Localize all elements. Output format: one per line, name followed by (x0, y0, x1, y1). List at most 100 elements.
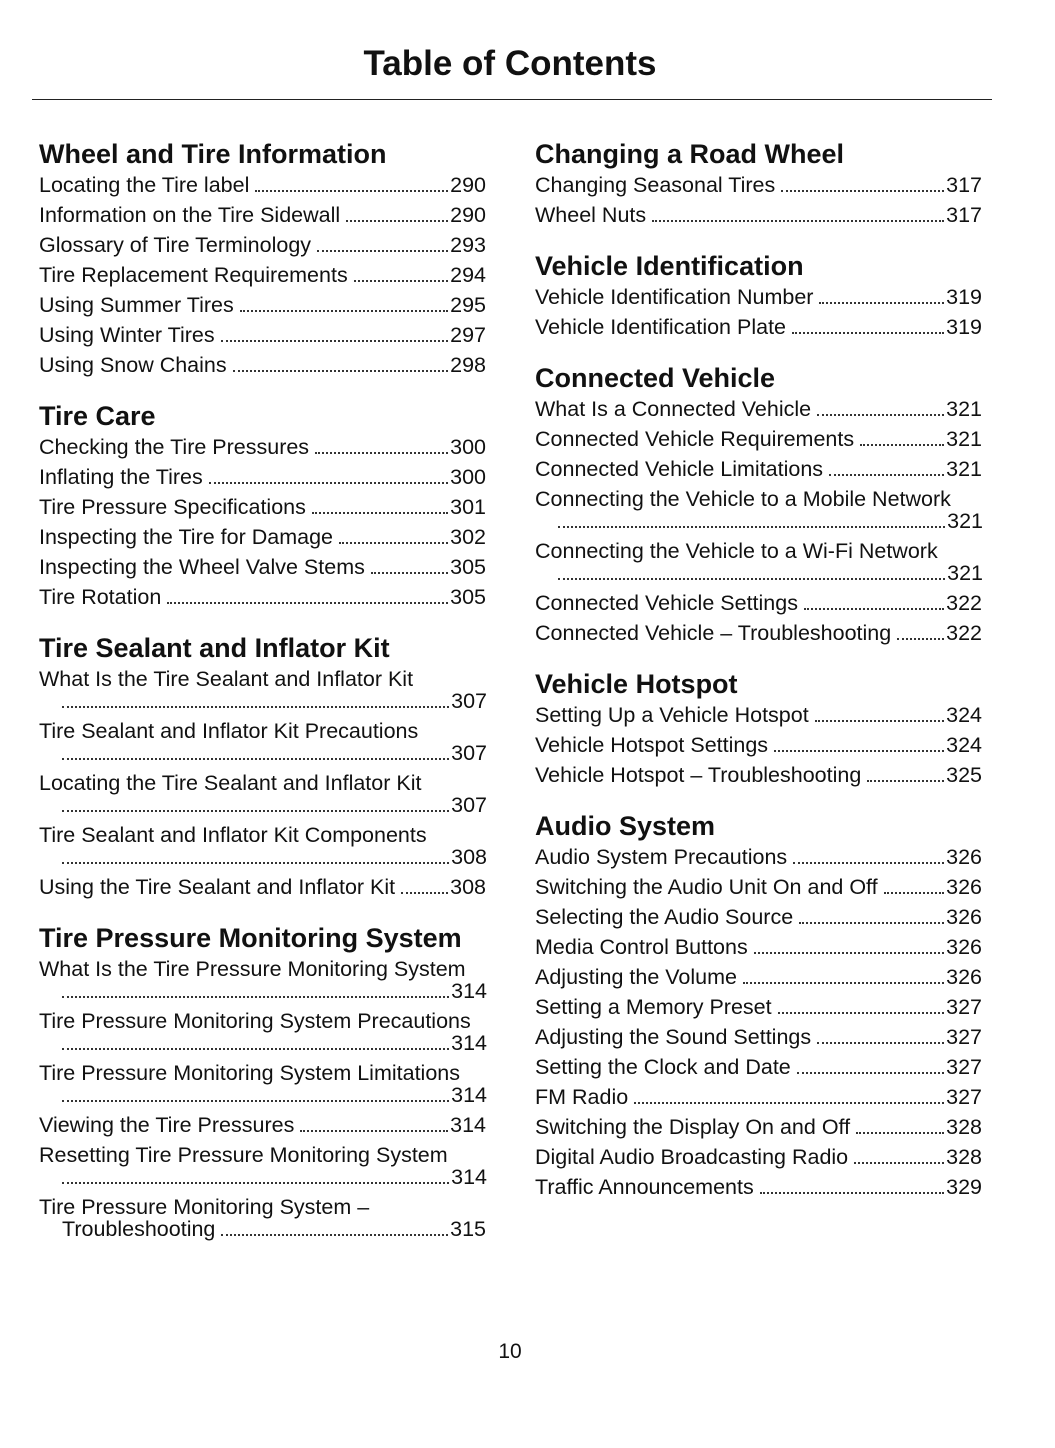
entry-title: Tire Replacement Requirements (39, 263, 348, 287)
entry-page: 324 (946, 703, 982, 727)
leader: 305 (167, 586, 486, 608)
dot-leader (62, 706, 450, 708)
toc-entry: What Is a Connected Vehicle 321 (535, 398, 984, 420)
entry-page: 321 (946, 397, 982, 421)
dot-leader (817, 414, 945, 416)
toc-entry: Connected Vehicle Limitations 321 (535, 458, 984, 480)
entry-title: Audio System Precautions (535, 845, 788, 869)
toc-entry: Tire Sealant and Inflator Kit Components… (39, 824, 488, 868)
leader: 314 (62, 980, 487, 1002)
toc-entry: Viewing the Tire Pressures 314 (39, 1114, 488, 1136)
leader: 327 (777, 996, 982, 1018)
leader: 307 (62, 794, 487, 816)
entry-title: Tire Sealant and Inflator Kit Components (39, 823, 427, 847)
dot-leader (777, 1012, 945, 1014)
dot-leader (897, 638, 945, 640)
entry-title: Selecting the Audio Source (535, 905, 794, 929)
toc-entry: Tire Pressure Monitoring System – Troubl… (39, 1196, 488, 1240)
page-title: Table of Contents (363, 44, 657, 83)
toc-entry: Locating the Tire Sealant and Inflator K… (39, 772, 488, 816)
entry-page: 321 (947, 561, 983, 585)
dot-leader (62, 1182, 450, 1184)
toc-entry: Tire Sealant and Inflator Kit Precaution… (39, 720, 488, 764)
entry-page: 317 (946, 203, 982, 227)
entry-title: Changing Seasonal Tires (535, 173, 776, 197)
entry-title: Resetting Tire Pressure Monitoring Syste… (39, 1143, 448, 1167)
entry-title: Locating the Tire label (39, 173, 250, 197)
dot-leader (255, 190, 449, 192)
toc-entry: Tire Pressure Specifications 301 (39, 496, 488, 518)
dot-leader (311, 512, 449, 514)
entry-page: 314 (451, 1083, 487, 1107)
entry-page: 293 (450, 233, 486, 257)
toc-entry: Media Control Buttons 326 (535, 936, 984, 958)
leader: 298 (232, 354, 486, 376)
entry-page: 329 (946, 1175, 982, 1199)
page-number: 10 (498, 1340, 522, 1363)
entry-title: Using the Tire Sealant and Inflator Kit (39, 875, 396, 899)
entry-title: Inspecting the Tire for Damage (39, 525, 333, 549)
entry-page: 317 (946, 173, 982, 197)
entry-title: Connected Vehicle Limitations (535, 457, 824, 481)
leader: 290 (346, 204, 486, 226)
leader: 326 (799, 906, 982, 928)
dot-leader (799, 922, 945, 924)
leader: 317 (781, 174, 982, 196)
section: Tire Care Checking the Tire Pressures 300… (39, 402, 488, 608)
entry-page: 326 (946, 875, 982, 899)
toc-entry: Setting Up a Vehicle Hotspot 324 (535, 704, 984, 726)
entry-title: Connecting the Vehicle to a Wi-Fi Networ… (535, 539, 938, 563)
leader: 294 (353, 264, 486, 286)
leader: 293 (317, 234, 486, 256)
dot-leader (167, 602, 449, 604)
dot-leader (819, 302, 945, 304)
toc-entry: Traffic Announcements 329 (535, 1176, 984, 1198)
toc-entry: Tire Pressure Monitoring System Precauti… (39, 1010, 488, 1054)
entry-title: Viewing the Tire Pressures (39, 1113, 295, 1137)
toc-entry: Using Snow Chains 298 (39, 354, 488, 376)
leader: 308 (62, 846, 487, 868)
leader: 307 (62, 690, 487, 712)
entry-title: Vehicle Hotspot Settings (535, 733, 769, 757)
toc-entry: FM Radio 327 (535, 1086, 984, 1108)
toc-entry: Audio System Precautions 326 (535, 846, 984, 868)
entry-page: 319 (946, 285, 982, 309)
section: Changing a Road Wheel Changing Seasonal T… (535, 140, 984, 226)
toc-entry: Using Summer Tires 295 (39, 294, 488, 316)
entry-page: 314 (451, 979, 487, 1003)
toc-entry: Setting a Memory Preset 327 (535, 996, 984, 1018)
section: Vehicle Identification Vehicle Identifica… (535, 252, 984, 338)
toc-entry: Setting the Clock and Date 327 (535, 1056, 984, 1078)
entry-title: Adjusting the Sound Settings (535, 1025, 812, 1049)
toc-entry: Connected Vehicle – Troubleshooting 322 (535, 622, 984, 644)
entry-title: Tire Sealant and Inflator Kit Precaution… (39, 719, 419, 743)
entry-title: Tire Pressure Monitoring System Precauti… (39, 1009, 471, 1033)
leader: 326 (883, 875, 982, 899)
dot-leader (317, 250, 449, 252)
entry-page: 322 (946, 621, 982, 645)
section-heading: Tire Care (39, 401, 156, 431)
leader: 295 (239, 294, 486, 316)
entry-title: Wheel Nuts (535, 203, 647, 227)
toc-entry: Vehicle Identification Number 319 (535, 286, 984, 308)
leader: 326 (742, 966, 982, 988)
entry-title: Using Winter Tires (39, 323, 215, 347)
entry-page: 326 (946, 905, 982, 929)
entry-page: 321 (946, 427, 982, 451)
leader: 321 (558, 562, 983, 584)
entry-title: Setting Up a Vehicle Hotspot (535, 703, 809, 727)
toc-entry: Changing Seasonal Tires 317 (535, 174, 984, 196)
dot-leader (315, 452, 449, 454)
entry-title: Adjusting the Volume (535, 965, 737, 989)
entry-page: 315 (450, 1217, 486, 1241)
leader: 315 (221, 1218, 486, 1240)
leader: 326 (753, 936, 982, 958)
dot-leader (300, 1130, 449, 1132)
toc-entry: Connecting the Vehicle to a Mobile Netwo… (535, 488, 984, 532)
leader: 328 (856, 1116, 982, 1138)
dot-leader (791, 332, 945, 334)
entry-title: Digital Audio Broadcasting Radio (535, 1145, 849, 1169)
dot-leader (860, 444, 945, 446)
title-rule (32, 99, 992, 100)
